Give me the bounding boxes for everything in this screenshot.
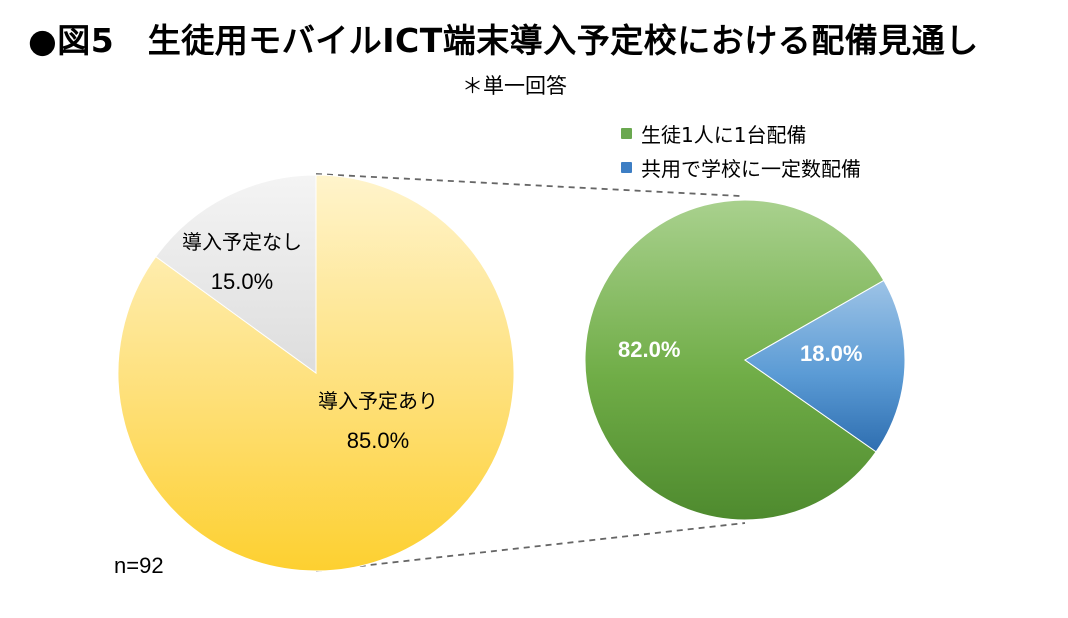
slice-value-label: 15.0% [210,269,274,294]
pie-slice-one-per-student [584,199,885,521]
legend-item-shared: 共用で学校に一定数配備 [621,150,861,184]
slice-value-shared: 18.0% [800,341,863,366]
chart-subtitle: ＊単一回答 [462,74,567,98]
pie-slice-shared [744,279,906,453]
slice-value-one-per-student: 82.0% [618,337,681,362]
slice-name-label: 導入予定なし [182,230,302,254]
main-pie [117,174,515,572]
legend: 生徒1人に1台配備 共用で学校に一定数配備 [621,116,861,184]
legend-swatch-green [621,127,632,139]
legend-swatch-blue [621,161,632,173]
pie-slice-no-plan [155,174,317,374]
legend-label: 共用で学校に一定数配備 [641,156,861,181]
label-plan: 導入予定あり 85.0% [318,385,438,454]
connector-line-top [315,173,741,197]
sample-size: n=92 [114,553,164,578]
legend-item-one-per-student: 生徒1人に1台配備 [621,116,861,150]
connector-line-bottom [315,522,746,572]
chart-title: ●図5 生徒用モバイルICT端末導入予定校における配備見通し [28,21,979,60]
label-no-plan: 導入予定なし 15.0% [182,226,302,295]
legend-label: 生徒1人に1台配備 [641,122,807,147]
secondary-pie [584,199,906,521]
slice-name-label: 導入予定あり [318,389,438,413]
slice-value-label: 85.0% [346,428,410,453]
